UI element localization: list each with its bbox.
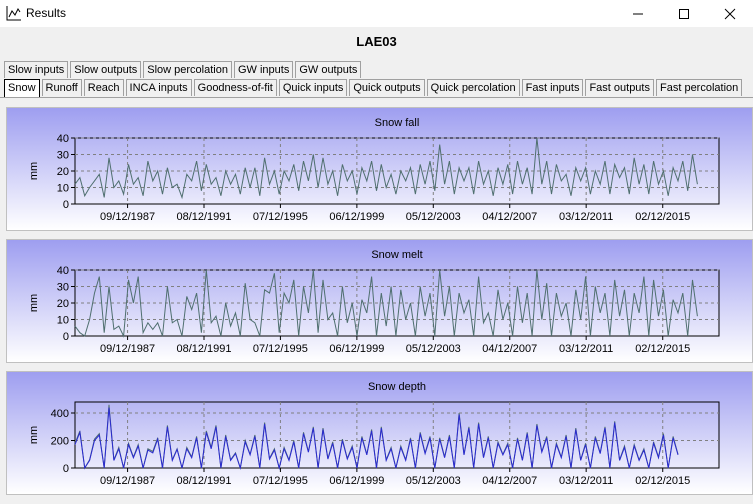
plot-area <box>74 401 720 469</box>
tab-goodness-of-fit[interactable]: Goodness-of-fit <box>193 79 277 96</box>
x-tick-label: 06/12/1999 <box>329 211 384 223</box>
x-tick-label: 03/12/2011 <box>559 211 613 223</box>
x-tick-label: 08/12/1991 <box>176 343 231 355</box>
tab-slow-percolation[interactable]: Slow percolation <box>143 61 232 78</box>
x-tick-label: 04/12/2007 <box>482 211 537 223</box>
series-line-0 <box>74 137 698 200</box>
y-axis-label: mm <box>28 294 40 312</box>
tab-quick-outputs[interactable]: Quick outputs <box>349 79 425 96</box>
y-tick-label: 400 <box>51 408 69 420</box>
tab-snow[interactable]: Snow <box>4 79 40 97</box>
page-title: LAE03 <box>356 34 397 49</box>
x-tick-label: 05/12/2003 <box>406 211 461 223</box>
tab-quick-inputs[interactable]: Quick inputs <box>278 79 348 96</box>
x-tick-label: 03/12/2011 <box>559 475 613 487</box>
title-bar: Results <box>0 0 753 27</box>
tab-row-1: Slow inputs Slow outputs Slow percolation G… <box>4 61 363 79</box>
y-tick-label: 10 <box>57 315 69 327</box>
series-line-0 <box>74 404 679 470</box>
snow-depth-chart: Snow depth 0 200 400 09/12/1987 08/12/1991 07/… <box>28 381 720 487</box>
x-tick-label: 06/12/1999 <box>329 475 384 487</box>
y-tick-label: 0 <box>63 463 69 475</box>
x-tick-label: 04/12/2007 <box>482 475 537 487</box>
x-tick-label: 09/12/1987 <box>100 475 155 487</box>
y-axis-label: mm <box>28 426 40 444</box>
x-tick-label: 07/12/1995 <box>253 343 308 355</box>
y-tick-label: 40 <box>57 265 69 277</box>
tab-slow-inputs[interactable]: Slow inputs <box>4 61 69 78</box>
y-tick-label: 0 <box>63 331 69 343</box>
y-tick-label: 0 <box>63 199 69 211</box>
x-tick-label: 07/12/1995 <box>253 475 308 487</box>
tab-row-2: Snow Runoff Reach INCA inputs Goodness-of-fi… <box>4 79 744 97</box>
tab-fast-inputs[interactable]: Fast inputs <box>521 79 584 96</box>
tab-fast-percolation[interactable]: Fast percolation <box>656 79 743 96</box>
tab-fast-outputs[interactable]: Fast outputs <box>585 79 654 96</box>
tab-runoff[interactable]: Runoff <box>41 79 82 96</box>
x-tick-label: 03/12/2011 <box>559 343 613 355</box>
close-button[interactable] <box>707 0 753 27</box>
tab-gw-outputs[interactable]: GW outputs <box>295 61 362 78</box>
maximize-button[interactable] <box>661 0 707 27</box>
y-tick-label: 30 <box>57 150 69 162</box>
chart-panel-snow-depth: Snow depth 0 200 400 09/12/1987 08/12/1991 07/… <box>6 371 753 495</box>
chart-app-icon <box>6 5 22 26</box>
y-tick-label: 40 <box>57 133 69 145</box>
chart-panel-snow-melt: Snow melt 0 10 20 30 40 09/12/1987 08/12/1991 07… <box>6 239 753 363</box>
chart-title: Snow fall <box>375 117 420 129</box>
chart-panel-snow-fall: Snow fall 0 10 20 30 40 09/12/1987 08/12/1991 07… <box>6 107 753 231</box>
tab-quick-percolation[interactable]: Quick percolation <box>426 79 520 96</box>
minimize-button[interactable] <box>615 0 661 27</box>
tab-slow-outputs[interactable]: Slow outputs <box>70 61 142 78</box>
x-tick-label: 08/12/1991 <box>176 475 231 487</box>
x-tick-label: 08/12/1991 <box>176 211 231 223</box>
tab-reach[interactable]: Reach <box>83 79 124 96</box>
x-tick-label: 05/12/2003 <box>406 475 461 487</box>
x-tick-label: 02/12/2015 <box>635 343 690 355</box>
x-tick-label: 02/12/2015 <box>635 475 690 487</box>
snow-melt-chart: Snow melt 0 10 20 30 40 09/12/1987 08/12/1991 07… <box>28 249 720 355</box>
close-icon <box>724 8 736 19</box>
y-tick-label: 20 <box>57 166 69 178</box>
series-line-1 <box>74 407 679 470</box>
x-tick-label: 04/12/2007 <box>482 343 537 355</box>
series-line-0 <box>74 269 698 338</box>
x-tick-label: 09/12/1987 <box>100 343 155 355</box>
tab-gw-inputs[interactable]: GW inputs <box>233 61 294 78</box>
x-tick-label: 05/12/2003 <box>406 343 461 355</box>
chart-title: Snow melt <box>371 249 422 261</box>
tab-divider <box>0 97 753 98</box>
maximize-icon <box>679 8 689 19</box>
x-tick-label: 07/12/1995 <box>253 211 308 223</box>
minimize-icon <box>633 13 643 14</box>
y-tick-label: 10 <box>57 183 69 195</box>
y-axis-label: mm <box>28 162 40 180</box>
y-tick-label: 20 <box>57 298 69 310</box>
window-title: Results <box>26 6 67 20</box>
tab-inca-inputs[interactable]: INCA inputs <box>125 79 192 96</box>
x-tick-label: 09/12/1987 <box>100 211 155 223</box>
chart-title: Snow depth <box>368 381 426 393</box>
snow-fall-chart: Snow fall 0 10 20 30 40 09/12/1987 08/12/1991 07… <box>28 117 720 223</box>
x-tick-label: 06/12/1999 <box>329 343 384 355</box>
y-tick-label: 200 <box>51 436 69 448</box>
y-tick-label: 30 <box>57 282 69 294</box>
x-tick-label: 02/12/2015 <box>635 211 690 223</box>
